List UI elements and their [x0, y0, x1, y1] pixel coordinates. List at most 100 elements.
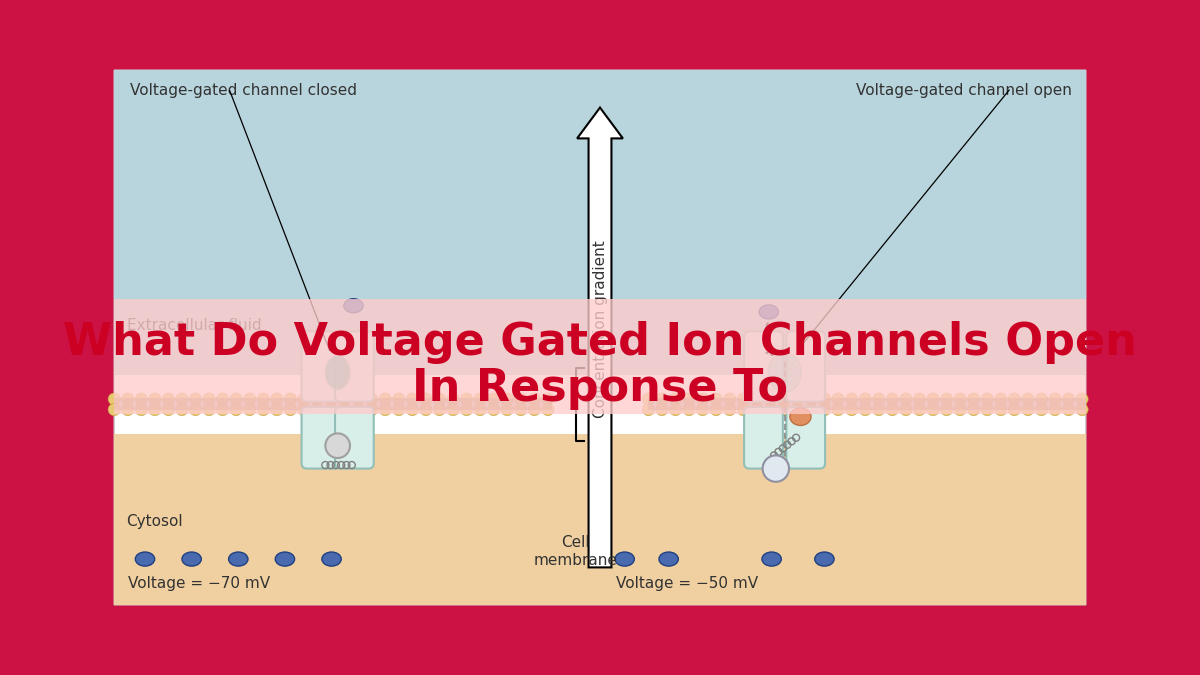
FancyBboxPatch shape — [786, 331, 826, 402]
Circle shape — [407, 393, 419, 405]
FancyBboxPatch shape — [786, 407, 826, 468]
Circle shape — [108, 404, 120, 416]
Circle shape — [216, 404, 229, 416]
Ellipse shape — [344, 299, 364, 313]
Circle shape — [325, 433, 350, 458]
Circle shape — [710, 404, 722, 416]
Circle shape — [162, 393, 174, 405]
Circle shape — [778, 393, 790, 405]
Circle shape — [683, 404, 695, 416]
Circle shape — [366, 404, 378, 416]
Circle shape — [298, 393, 310, 405]
Circle shape — [642, 404, 654, 416]
Circle shape — [1021, 393, 1034, 405]
Circle shape — [696, 393, 709, 405]
Circle shape — [446, 393, 460, 405]
Circle shape — [995, 393, 1007, 405]
Circle shape — [216, 393, 229, 405]
Circle shape — [311, 404, 324, 416]
Circle shape — [872, 404, 884, 416]
Circle shape — [298, 404, 310, 416]
Circle shape — [900, 393, 912, 405]
Circle shape — [407, 404, 419, 416]
Circle shape — [203, 404, 215, 416]
FancyBboxPatch shape — [744, 331, 782, 402]
Circle shape — [230, 393, 242, 405]
Bar — [114, 70, 600, 375]
Circle shape — [515, 404, 527, 416]
Ellipse shape — [275, 552, 295, 566]
Circle shape — [818, 404, 830, 416]
Text: What Do Voltage Gated Ion Channels Open: What Do Voltage Gated Ion Channels Open — [64, 321, 1136, 364]
Circle shape — [913, 404, 925, 416]
Circle shape — [379, 404, 391, 416]
Circle shape — [724, 404, 736, 416]
Circle shape — [737, 404, 750, 416]
Circle shape — [244, 404, 256, 416]
Circle shape — [872, 393, 884, 405]
Text: Cytosol: Cytosol — [126, 514, 184, 529]
Circle shape — [338, 393, 350, 405]
Circle shape — [954, 393, 966, 405]
FancyBboxPatch shape — [335, 407, 373, 468]
Text: Extracellular fluid: Extracellular fluid — [126, 318, 262, 333]
Circle shape — [284, 404, 296, 416]
FancyBboxPatch shape — [114, 70, 1086, 605]
Ellipse shape — [768, 353, 802, 392]
Circle shape — [446, 404, 460, 416]
FancyBboxPatch shape — [744, 407, 782, 468]
Circle shape — [325, 404, 337, 416]
Circle shape — [502, 393, 514, 405]
Circle shape — [724, 393, 736, 405]
Circle shape — [1008, 404, 1020, 416]
FancyBboxPatch shape — [301, 331, 341, 402]
Circle shape — [913, 393, 925, 405]
Circle shape — [926, 393, 940, 405]
Circle shape — [487, 393, 500, 405]
Ellipse shape — [790, 408, 811, 425]
Circle shape — [121, 393, 134, 405]
Text: Concentration gradient: Concentration gradient — [593, 240, 607, 418]
Circle shape — [379, 393, 391, 405]
Circle shape — [846, 404, 858, 416]
Circle shape — [926, 404, 940, 416]
Text: In Response To: In Response To — [412, 367, 788, 410]
Circle shape — [1062, 404, 1075, 416]
Circle shape — [751, 393, 763, 405]
Ellipse shape — [760, 305, 779, 319]
Circle shape — [528, 404, 540, 416]
Circle shape — [696, 404, 709, 416]
Circle shape — [338, 404, 350, 416]
Circle shape — [670, 404, 682, 416]
Circle shape — [541, 404, 554, 416]
Circle shape — [149, 404, 161, 416]
Circle shape — [710, 393, 722, 405]
Ellipse shape — [762, 552, 781, 566]
Text: Voltage = −50 mV: Voltage = −50 mV — [616, 576, 758, 591]
Ellipse shape — [614, 552, 635, 566]
Circle shape — [791, 393, 804, 405]
FancyArrow shape — [577, 107, 623, 568]
Text: Voltage-gated channel open: Voltage-gated channel open — [856, 84, 1072, 99]
Circle shape — [190, 404, 202, 416]
Circle shape — [461, 404, 473, 416]
Ellipse shape — [322, 552, 341, 566]
Circle shape — [995, 404, 1007, 416]
Circle shape — [325, 393, 337, 405]
Circle shape — [642, 393, 654, 405]
Circle shape — [1049, 393, 1061, 405]
Circle shape — [271, 404, 283, 416]
Circle shape — [791, 404, 804, 416]
Circle shape — [805, 404, 817, 416]
Circle shape — [954, 404, 966, 416]
Ellipse shape — [182, 552, 202, 566]
Text: Cell
membrane: Cell membrane — [534, 535, 617, 568]
Circle shape — [474, 404, 486, 416]
Circle shape — [655, 393, 668, 405]
Circle shape — [271, 393, 283, 405]
Circle shape — [175, 404, 188, 416]
Circle shape — [420, 393, 432, 405]
Circle shape — [175, 393, 188, 405]
Ellipse shape — [136, 552, 155, 566]
Circle shape — [244, 393, 256, 405]
